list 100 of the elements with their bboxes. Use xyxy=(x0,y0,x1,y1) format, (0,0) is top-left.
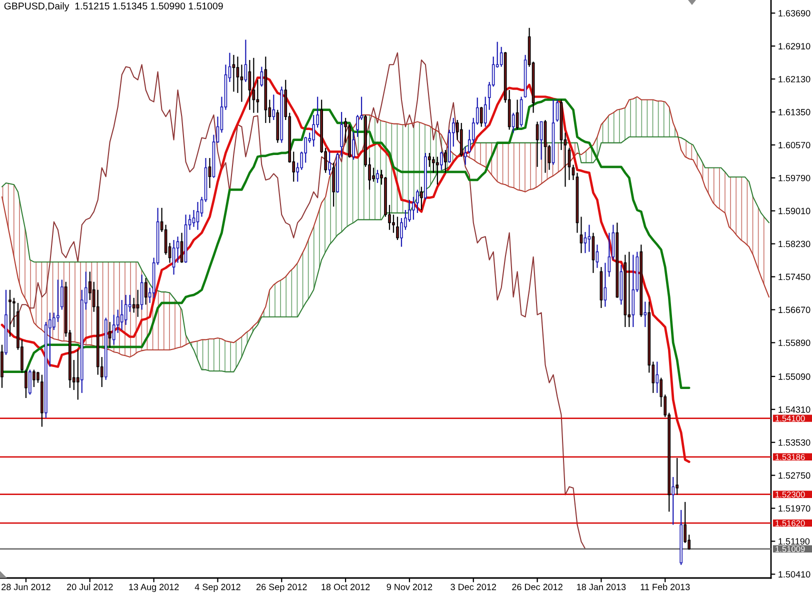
candlestick xyxy=(340,111,343,158)
y-tick-label: 1.60570 xyxy=(778,142,810,148)
y-tick-label: 1.59790 xyxy=(778,174,810,182)
candlestick xyxy=(464,146,467,166)
x-tick-label: 13 Aug 2012 xyxy=(129,584,179,592)
candlestick xyxy=(252,57,256,114)
chart-title: GBPUSD,Daily 1.51215 1.51345 1.50990 1.51009 xyxy=(4,2,223,12)
candlestick xyxy=(272,94,276,121)
candlestick xyxy=(372,167,375,182)
ref-line-label: 1.52300 xyxy=(776,492,805,498)
candlestick xyxy=(420,186,423,211)
candlestick xyxy=(244,39,248,83)
x-tick-label: 20 Jul 2012 xyxy=(67,584,113,590)
candlestick xyxy=(120,299,124,331)
candlestick xyxy=(376,169,379,184)
y-tick-label: 1.55090 xyxy=(778,373,810,380)
candlestick xyxy=(108,321,112,348)
y-tick-label: 1.52750 xyxy=(778,472,810,479)
candlestick xyxy=(28,369,32,396)
candlestick xyxy=(484,96,487,128)
x-tick-label: 26 Sep 2012 xyxy=(256,584,307,592)
candlestick xyxy=(628,251,631,328)
candlestick xyxy=(396,216,399,241)
candlestick xyxy=(312,114,316,148)
candlestick xyxy=(236,56,240,94)
y-tick-label: 1.61350 xyxy=(778,108,810,116)
candlestick xyxy=(124,294,128,326)
x-tick-label: 18 Jan 2013 xyxy=(577,584,626,590)
candlestick xyxy=(52,312,56,331)
candlestick xyxy=(248,59,252,110)
y-tick-label: 1.55890 xyxy=(778,340,810,346)
candlestick xyxy=(596,244,599,268)
x-tick-label: 28 Jun 2012 xyxy=(2,584,50,590)
y-tick-label: 1.50410 xyxy=(778,571,810,578)
line-series xyxy=(0,98,690,390)
y-tick-label: 1.63690 xyxy=(778,10,810,16)
x-tick-label: 4 Sep 2012 xyxy=(194,584,240,592)
candlestick xyxy=(580,216,583,254)
candlestick xyxy=(656,361,659,394)
candlestick xyxy=(356,114,359,138)
candlestick xyxy=(568,147,571,181)
x-tick-label: 11 Feb 2013 xyxy=(640,584,690,590)
ref-line-label: 1.53186 xyxy=(776,454,805,460)
y-tick-label: 1.54310 xyxy=(778,406,810,413)
candlestick xyxy=(584,231,587,254)
candlestick xyxy=(432,156,435,174)
candlestick xyxy=(352,131,355,160)
candlestick xyxy=(8,289,12,338)
ref-line-label: 1.51009 xyxy=(776,546,805,552)
y-tick-label: 1.51970 xyxy=(778,505,810,512)
y-tick-label: 1.51190 xyxy=(778,538,810,545)
candlestick xyxy=(500,46,503,68)
candlestick xyxy=(440,151,443,170)
candlestick xyxy=(176,236,180,264)
y-tick-label: 1.53530 xyxy=(778,439,810,446)
x-tick-label: 3 Dec 2012 xyxy=(450,584,496,590)
candlestick xyxy=(32,369,36,388)
ref-line-label: 1.54100 xyxy=(776,415,805,422)
candlestick xyxy=(24,369,28,399)
candlestick xyxy=(12,297,16,328)
candlestick xyxy=(416,189,419,214)
candlestick xyxy=(644,301,647,328)
y-tick-label: 1.62910 xyxy=(778,43,810,50)
candlestick xyxy=(328,151,331,176)
candlestick xyxy=(480,106,483,128)
candlestick xyxy=(444,149,447,174)
y-tick-label: 1.56670 xyxy=(778,306,810,314)
candlestick xyxy=(76,349,80,400)
candlestick xyxy=(260,66,264,88)
candlestick xyxy=(240,64,244,102)
candlestick xyxy=(540,121,543,160)
candlestick xyxy=(392,214,395,234)
candlestick xyxy=(60,279,64,310)
y-tick-label: 1.58230 xyxy=(778,240,810,248)
candlestick xyxy=(604,262,607,308)
candlestick xyxy=(172,239,176,276)
candlestick xyxy=(192,209,196,228)
y-tick-label: 1.59010 xyxy=(778,208,810,214)
x-tick-label: 18 Oct 2012 xyxy=(322,584,370,590)
x-tick-label: 9 Nov 2012 xyxy=(386,584,432,590)
y-tick-label: 1.57450 xyxy=(778,274,810,280)
candlestick xyxy=(136,289,140,318)
ref-line-label: 1.51620 xyxy=(776,520,805,526)
y-tick-label: 1.62130 xyxy=(778,76,810,82)
candlestick xyxy=(572,164,575,181)
candlestick xyxy=(208,157,212,189)
candlestick xyxy=(140,274,144,310)
candlestick xyxy=(132,297,136,314)
x-tick-label: 26 Dec 2012 xyxy=(512,584,562,590)
line-series xyxy=(9,52,586,550)
candlestick xyxy=(588,224,591,252)
candlestick xyxy=(676,457,679,496)
candlestick xyxy=(400,217,403,248)
candlestick xyxy=(536,121,539,168)
candlestick xyxy=(144,277,148,306)
candlestick xyxy=(112,314,116,346)
candlestick xyxy=(592,232,595,274)
line-series xyxy=(1,96,770,358)
candlestick xyxy=(428,152,431,168)
candlestick xyxy=(672,476,675,526)
